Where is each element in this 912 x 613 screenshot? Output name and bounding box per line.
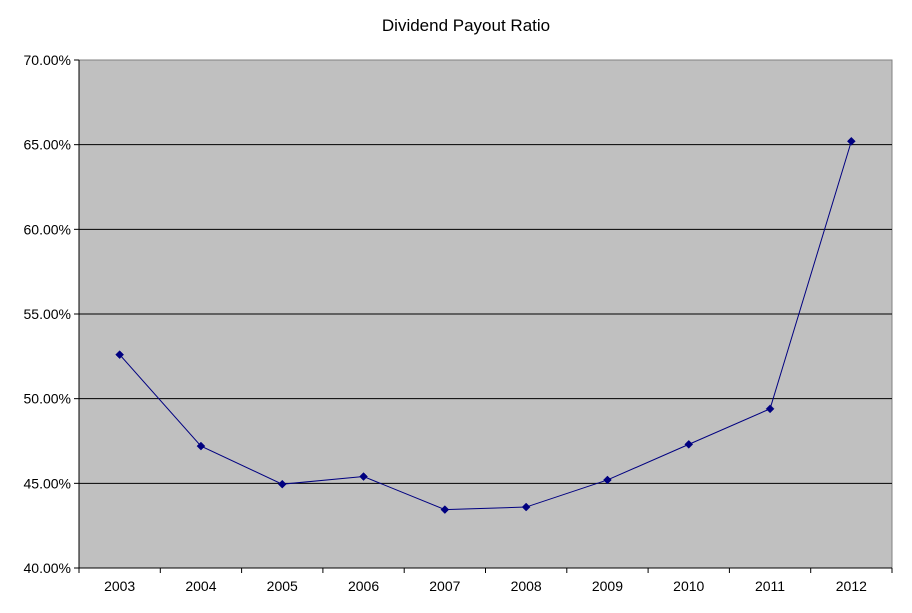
chart-title: Dividend Payout Ratio [382, 16, 550, 35]
data-point-2011 [765, 404, 775, 414]
x-tick-label-2008: 2008 [511, 578, 542, 594]
x-tick-label-2003: 2003 [104, 578, 135, 594]
data-point-2003 [115, 350, 125, 359]
x-tick-label-2007: 2007 [429, 578, 460, 594]
y-tick-label-4: 60.00% [24, 221, 71, 237]
data-point-2005 [277, 479, 287, 489]
x-tick-label-2004: 2004 [185, 578, 216, 594]
x-tick-label-2009: 2009 [592, 578, 623, 594]
x-tick-label-2011: 2011 [755, 578, 785, 594]
data-point-2009 [603, 475, 612, 485]
data-point-2012 [846, 136, 856, 146]
data-point-2004 [196, 441, 206, 451]
y-tick-label-1: 45.00% [24, 475, 71, 491]
series-line-0 [119, 141, 852, 511]
y-tick-label-3: 55.00% [24, 306, 71, 322]
y-tick-label-5: 65.00% [24, 137, 71, 153]
tick-labels: 40.00% 45.00% 50.00% 55.00% 60.00% 65.00% 70.0… [24, 52, 868, 594]
series-group [115, 136, 856, 514]
y-tick-label-2: 50.00% [24, 391, 71, 407]
y-tick-label-6: 70.00% [24, 52, 71, 68]
x-tick-label-2006: 2006 [348, 578, 379, 594]
gridlines [79, 144, 892, 484]
x-tick-label-2005: 2005 [267, 578, 298, 594]
data-point-2008 [521, 502, 531, 512]
data-point-2010 [684, 440, 694, 449]
data-point-2006 [359, 472, 368, 481]
y-tick-label-0: 40.00% [24, 560, 71, 576]
axes [74, 59, 893, 573]
x-tick-label-2010: 2010 [673, 578, 704, 594]
x-tick-label-2012: 2012 [836, 578, 867, 594]
data-point-2007 [440, 505, 450, 514]
